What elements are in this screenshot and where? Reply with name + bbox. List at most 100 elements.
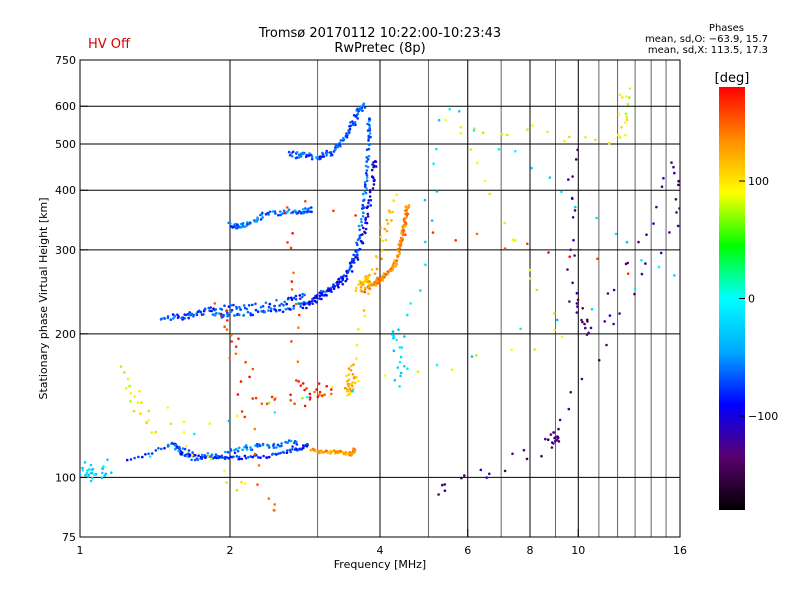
o-mode-echo-point [160,447,163,451]
o-mode-echo-point [305,444,309,448]
o-mode-echo-point [286,210,289,213]
o-mode-echo-point [289,439,293,443]
o-mode-echo-point [258,444,262,448]
o-mode-echo-point [347,129,350,132]
o-mode-echo-point [267,213,270,216]
o-mode-echo-point [254,308,258,312]
x-mode-echo-point [380,249,384,252]
x-mode-echo-point [553,328,556,332]
o-mode-echo-point [187,449,191,452]
o-mode-echo-point [557,440,561,443]
x-mode-echo-point [397,253,401,256]
x-mode-echo-point [234,345,238,349]
x-mode-echo-point [341,450,344,454]
phases-o-mode: mean, sd,O: −63.9, 15.7 [645,34,768,45]
o-mode-echo-point [243,454,247,458]
x-mode-echo-point [488,192,492,196]
x-mode-echo-point [367,285,371,289]
x-mode-echo-point [500,132,504,136]
o-mode-echo-point [368,123,371,127]
o-mode-echo-point [150,452,154,455]
x-mode-echo-point [273,503,277,506]
x-mode-echo-point [584,136,587,139]
o-mode-echo-point [306,395,309,399]
x-mode-echo-point [122,371,126,374]
x-mode-echo-point [368,273,371,277]
o-mode-echo-point [321,151,324,155]
o-mode-echo-point [110,471,113,475]
o-mode-echo-point [244,444,248,447]
o-mode-echo-point [237,446,241,450]
o-mode-echo-point [351,257,354,261]
o-mode-echo-point [163,317,166,321]
x-mode-echo-point [625,95,628,98]
o-mode-echo-point [569,390,572,394]
o-mode-echo-point [144,453,147,456]
x-mode-echo-point [344,453,348,456]
o-mode-echo-point [570,196,574,200]
x-mode-echo-point [126,377,130,381]
o-mode-echo-point [358,228,362,232]
y-tick-label: 500 [55,138,76,151]
o-mode-echo-point [193,432,196,436]
o-mode-echo-point [256,310,260,314]
x-mode-echo-point [380,257,384,261]
o-mode-echo-point [286,449,289,452]
o-mode-echo-point [324,293,327,297]
o-mode-echo-point [424,263,427,267]
o-mode-echo-point [369,204,373,207]
o-mode-echo-point [625,240,629,244]
o-mode-echo-point [254,302,257,306]
o-mode-echo-point [659,251,663,255]
o-mode-echo-point [141,455,144,459]
o-mode-echo-point [339,139,343,142]
o-mode-echo-point [254,444,257,447]
x-mode-echo-point [370,268,374,271]
x-mode-echo-point [625,115,629,119]
x-mode-echo-point [290,288,294,291]
o-mode-echo-point [183,317,186,320]
o-mode-echo-point [277,452,280,455]
x-mode-echo-point [303,404,307,408]
o-mode-echo-point [292,304,296,308]
o-mode-echo-point [362,199,365,202]
o-mode-echo-point [301,292,304,296]
x-mode-echo-point [343,386,347,390]
o-mode-echo-point [308,303,311,306]
o-mode-echo-point [298,294,302,297]
o-mode-echo-point [364,172,368,175]
x-mode-echo-point [291,232,294,235]
o-mode-echo-point [288,154,292,157]
o-mode-echo-point [268,455,271,459]
o-mode-echo-point [392,334,395,337]
o-mode-echo-point [299,305,303,308]
o-mode-echo-point [345,274,348,278]
o-mode-echo-point [552,442,555,445]
o-mode-echo-point [183,313,186,316]
x-mode-echo-point [223,469,226,473]
o-mode-echo-point [256,216,259,219]
o-mode-echo-point [83,461,87,464]
o-mode-echo-point [368,125,372,129]
o-mode-echo-point [358,236,361,240]
x-mode-echo-point [297,313,301,317]
o-mode-echo-point [86,469,89,472]
o-mode-echo-point [595,216,598,220]
o-mode-echo-point [657,265,661,269]
x-mode-echo-point [240,480,243,484]
x-mode-echo-point [354,214,357,217]
x-mode-echo-point [254,396,258,400]
o-mode-echo-point [366,129,370,132]
x-mode-echo-point [355,357,358,360]
o-mode-echo-point [261,211,264,215]
o-mode-echo-point [101,471,104,475]
x-mode-echo-point [510,348,513,352]
o-mode-echo-point [269,307,273,311]
o-mode-echo-point [177,449,180,453]
o-mode-echo-point [84,473,87,477]
x-mode-echo-point [318,451,321,455]
o-mode-echo-point [246,310,250,314]
o-mode-echo-point [232,303,235,307]
o-mode-echo-point [549,433,553,436]
